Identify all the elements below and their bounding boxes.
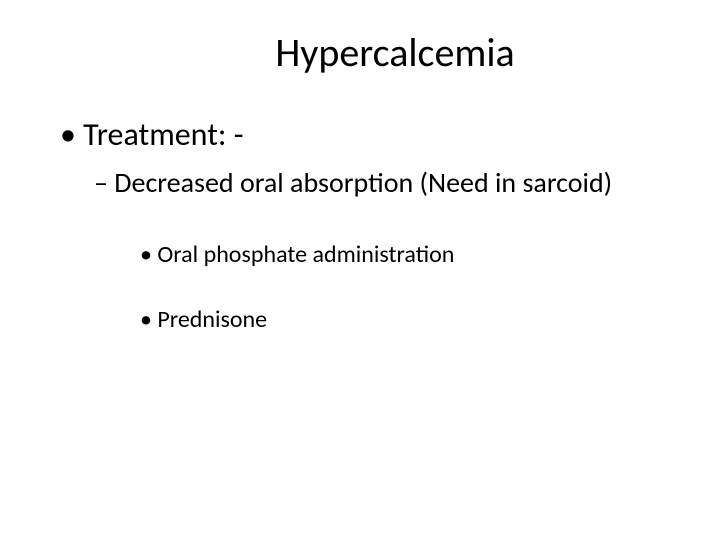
bullet-decreased-absorption: Decreased oral absorption (Need in sarco…: [112, 166, 670, 200]
slide-container: Hypercalcemia Treatment: - Decreased ora…: [0, 0, 720, 540]
slide-title: Hypercalcemia: [120, 28, 670, 77]
bullet-treatment: Treatment: -: [60, 115, 670, 154]
bullet-oral-phosphate: Oral phosphate administration: [140, 240, 670, 269]
bullet-prednisone: Prednisone: [140, 305, 670, 334]
